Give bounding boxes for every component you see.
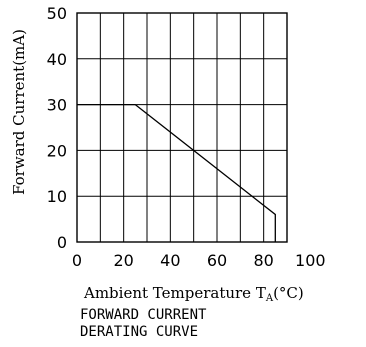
y-tick-label-40: 40 [47,50,67,69]
y-tick-label-20: 20 [47,141,67,160]
x-tick-label-100: 100 [295,251,326,270]
y-tick-label-50: 50 [47,4,67,23]
x-tick-label-20: 20 [113,251,133,270]
x-tick-label-40: 40 [160,251,180,270]
x-axis-label-subscript: A [265,293,274,304]
x-tick-labels: 0 20 40 60 80 100 [72,251,326,270]
plot-frame [76,12,288,243]
y-tick-labels: 0 10 20 30 40 50 [47,4,67,252]
y-axis-label: Forward Current(mA) [10,29,28,195]
derating-curve-line [77,103,276,242]
x-axis-label: Ambient Temperature TA(°C) [83,284,304,304]
chart-title-line-1: FORWARD CURRENT [80,307,207,323]
chart-title-line-2: DERATING CURVE [80,324,198,340]
y-tick-label-30: 30 [47,96,67,115]
x-tick-label-60: 60 [207,251,227,270]
x-tick-label-0: 0 [72,251,82,270]
x-tick-label-80: 80 [253,251,273,270]
grid [76,12,288,243]
y-tick-label-0: 0 [57,233,67,252]
x-axis-label-main: Ambient Temperature T [83,284,266,302]
y-tick-label-10: 10 [47,187,67,206]
x-axis-label-unit: (°C) [273,284,304,302]
